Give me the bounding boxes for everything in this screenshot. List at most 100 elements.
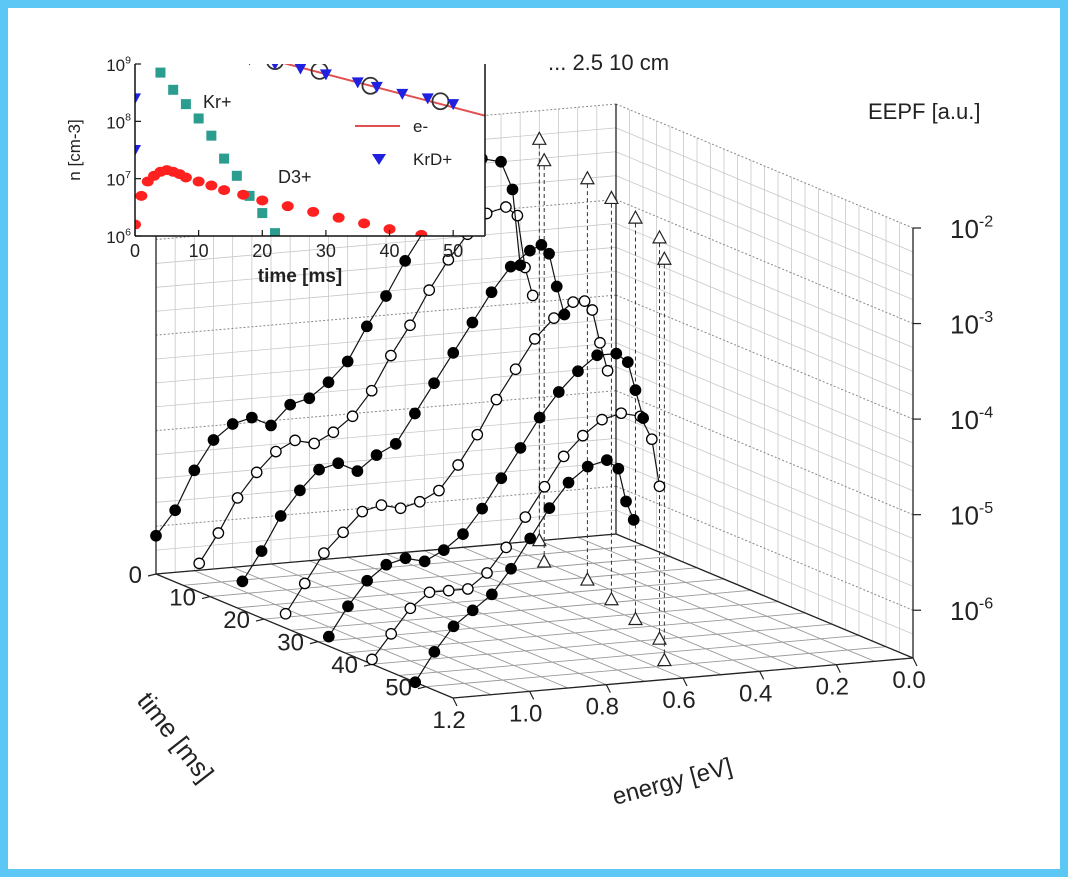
eepf-point (610, 347, 623, 360)
wall-gridline (615, 414, 914, 539)
series-layer (150, 131, 672, 689)
eepf-point (447, 347, 460, 359)
eepf-point (442, 253, 455, 266)
eepf-point (485, 286, 498, 299)
eepf-point (572, 365, 584, 378)
inset-d3-point (192, 176, 205, 187)
x-axis-label: energy [eV] (610, 753, 736, 811)
eepf-point (366, 653, 378, 666)
wall-gridline (615, 438, 914, 563)
eepf-point (447, 620, 460, 633)
axis-ticks: 0.0 0.2 0.4 0.6 0.8 1.0 1.2 0 10 20 30 40 50 10-2 10-3… (129, 212, 994, 734)
eepf-point (471, 428, 484, 441)
wall-gridline (615, 103, 914, 229)
floor-gridline (194, 570, 492, 696)
y-axis-label: time [ms] (131, 686, 220, 788)
inset-kr-point (155, 67, 166, 78)
wall-gridline (615, 270, 914, 396)
wall-gridline (615, 461, 914, 587)
floor-gridline (209, 556, 671, 597)
eepf-point (486, 588, 498, 601)
eepf-point (500, 541, 513, 554)
eepf-point (495, 472, 508, 485)
eepf-point (526, 289, 539, 302)
maxima-triangle (531, 532, 547, 547)
eepf-point (265, 419, 277, 432)
eepf-tick-label: 10-4 (950, 403, 993, 435)
z-axis-label: EEPF [a.u.] (868, 99, 981, 124)
wall-gridline (155, 366, 617, 408)
eepf-point (514, 259, 527, 272)
eepf-point (409, 407, 421, 420)
figure-frame: 0.0 0.2 0.4 0.6 0.8 1.0 1.2 0 10 20 30 40 50 10-2 10-3… (8, 8, 1060, 869)
eepf-tick-label: 10-6 (950, 595, 993, 627)
legend-krd-swatch (372, 154, 386, 165)
eepf-point (535, 239, 548, 251)
eepf-point (394, 502, 407, 515)
eepf-point (550, 280, 563, 293)
energy-tick (912, 657, 918, 667)
inset-kr-point (180, 99, 191, 110)
eepf-point (399, 552, 412, 565)
inset-y-tick-label: 107 (106, 169, 131, 190)
eepf-point (461, 583, 474, 595)
wall-gridline (615, 127, 914, 253)
eepf-point (581, 460, 594, 473)
maxima-triangle (579, 571, 595, 586)
inset-d3-point (383, 224, 396, 235)
eepf-tick-label: 10-2 (950, 212, 993, 244)
eepf-point (490, 393, 503, 406)
inset-x-tick-label: 50 (443, 241, 463, 261)
inset-krd-point (135, 145, 141, 156)
eepf-point (318, 547, 330, 559)
eepf-point (481, 567, 493, 579)
inset-d3-point (179, 172, 192, 183)
inset-krd-point (248, 64, 251, 66)
eepf-point (509, 363, 522, 376)
inset-krd-point (319, 69, 332, 81)
eepf-point (437, 544, 450, 556)
wall-gridline (615, 366, 914, 492)
maxima-triangle (531, 131, 547, 145)
eepf-point (308, 437, 321, 450)
inset-data (135, 64, 485, 236)
time-tick (309, 641, 319, 645)
inset-kr-point (206, 130, 217, 141)
energy-tick (529, 691, 535, 700)
eepf-point (466, 604, 479, 617)
time-tick-label: 20 (223, 607, 250, 634)
eepf-point (466, 316, 479, 329)
maxima-triangle (603, 591, 619, 606)
inset-kr-point (219, 153, 230, 164)
floor-gridline (290, 589, 752, 631)
eepf-point (500, 201, 512, 213)
eepf-point (389, 438, 402, 450)
eepf-point (279, 607, 292, 620)
inset-y-label: n [cm-3] (65, 119, 84, 180)
eepf-point (188, 464, 201, 477)
time-tick-label: 50 (385, 675, 412, 702)
eepf-point (615, 407, 628, 420)
maxima-triangle (656, 250, 672, 265)
legend-krd-label: KrD+ (413, 150, 452, 169)
inset-annotation-d3: D3+ (278, 167, 312, 187)
eepf-point (399, 255, 412, 267)
eepf-point (543, 502, 556, 514)
eepf-point (322, 376, 335, 389)
wall-gridline (155, 318, 617, 360)
eepf-point (629, 384, 642, 396)
eepf-point (413, 495, 426, 508)
time-tick (417, 686, 427, 690)
time-tick-label: 30 (277, 630, 304, 657)
wall-gridline (615, 175, 914, 301)
maxima-triangle (536, 553, 552, 568)
time-tick (255, 618, 265, 622)
floor-gridline (577, 536, 875, 662)
eepf-point (270, 445, 282, 458)
inset-y-tick-label: 109 (106, 54, 131, 75)
eepf-point (231, 492, 244, 504)
eepf-point (538, 480, 551, 493)
eepf-point (576, 429, 589, 442)
eepf-point (428, 377, 440, 390)
eepf-point (504, 260, 517, 273)
